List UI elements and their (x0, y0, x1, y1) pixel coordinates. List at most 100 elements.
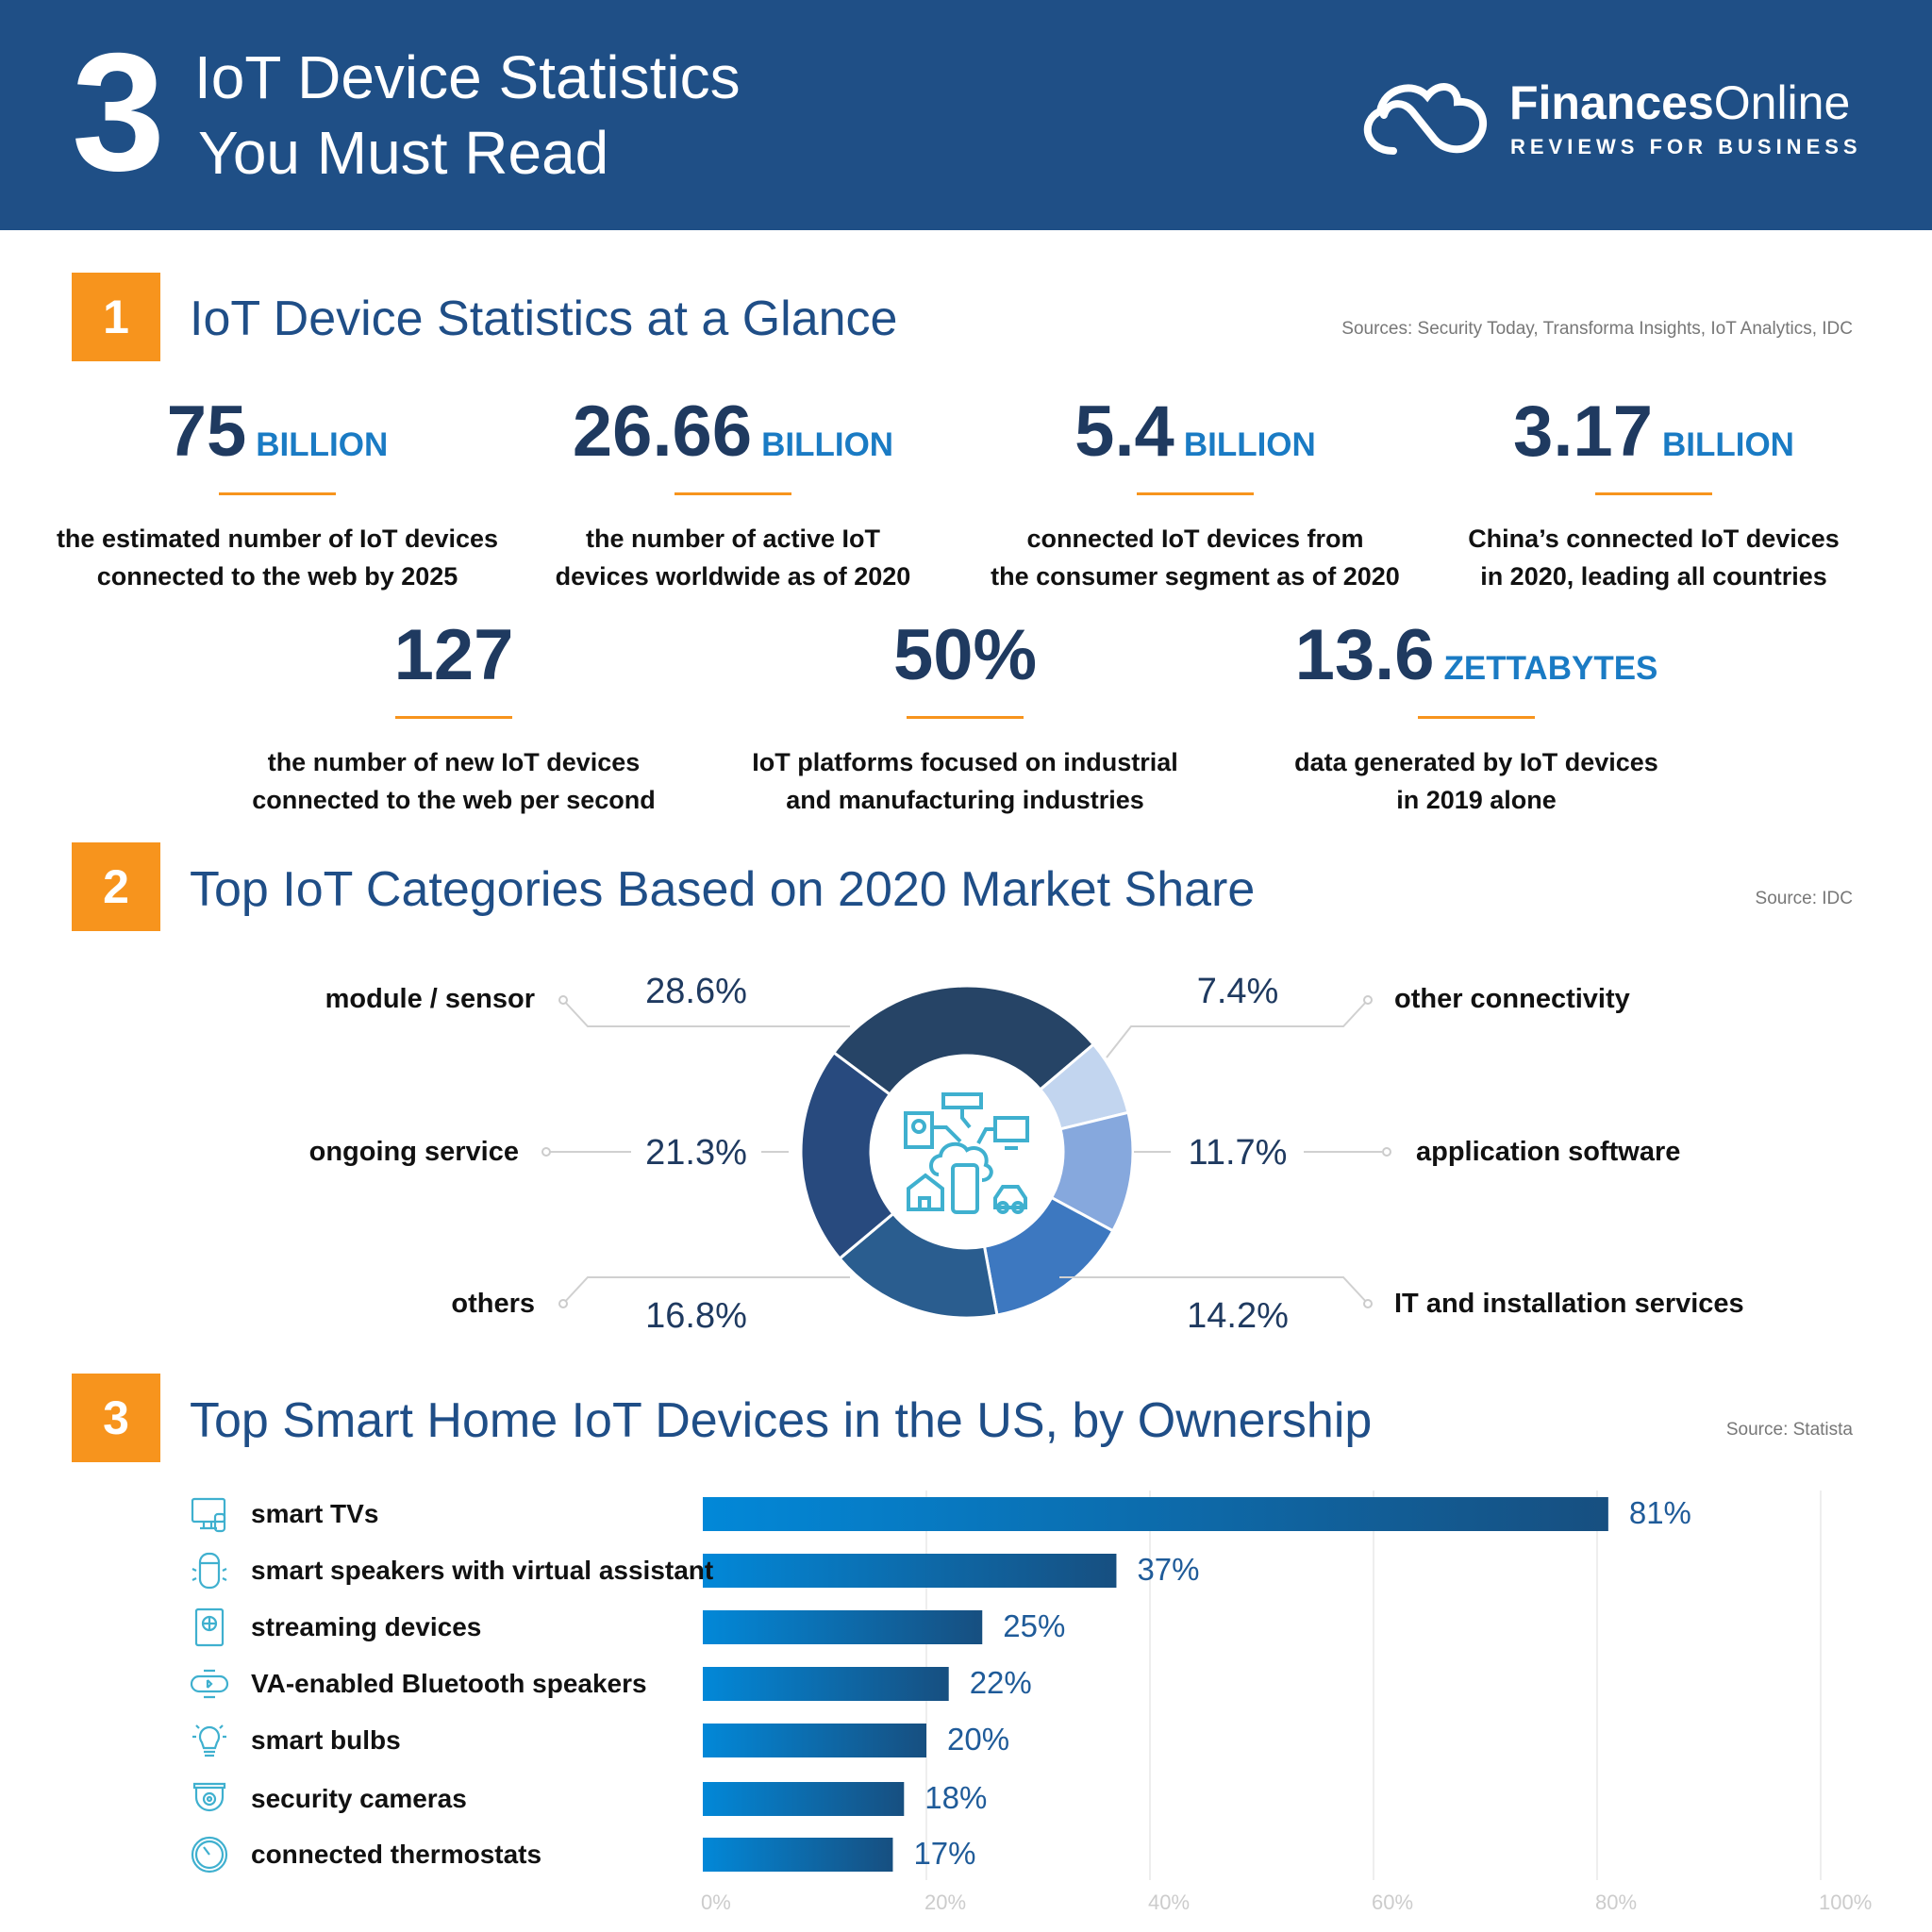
bar (703, 1667, 949, 1701)
stat-item: 13.6 ZETTABYTES data generated by IoT devi… (1231, 620, 1722, 819)
donut-category-label: other connectivity (1394, 984, 1630, 1014)
bar-category-label: smart TVs (251, 1499, 379, 1528)
donut-percent-label: 14.2% (1187, 1296, 1289, 1336)
stat-description: data generated by IoT devices in 2019 alo… (1294, 748, 1658, 814)
bar (703, 1838, 893, 1872)
bar-value-label: 22% (969, 1665, 1032, 1700)
leader-line (562, 1276, 850, 1305)
donut-category-label: application software (1416, 1137, 1681, 1167)
bar-value-label: 20% (947, 1722, 1010, 1757)
section-title: Top IoT Categories Based on 2020 Market … (190, 862, 1256, 917)
bar-value-label: 17% (913, 1836, 976, 1871)
stat-value: 127 (393, 615, 514, 695)
header-banner (0, 0, 1932, 230)
leader-line (1059, 1276, 1369, 1305)
section-source: Source: IDC (1755, 889, 1853, 908)
donut-percent-label: 16.8% (645, 1296, 747, 1336)
donut-slice (831, 984, 1096, 1097)
section-number-badge: 1 (72, 273, 160, 361)
bar (703, 1610, 983, 1644)
leader-dot (1363, 995, 1373, 1005)
bar (703, 1554, 1117, 1588)
bar-category-label: security cameras (251, 1784, 467, 1813)
bar-category-label: connected thermostats (251, 1840, 542, 1869)
iot-network-icon (904, 1092, 1029, 1214)
donut-percent-label: 7.4% (1196, 972, 1279, 1011)
leader-line (562, 999, 850, 1027)
stat-value: 75 BILLION (166, 391, 389, 472)
axis-tick-label: 80% (1595, 1890, 1638, 1914)
leader-dot (1382, 1147, 1391, 1157)
smart-tv-icon (191, 1497, 226, 1533)
stat-description: IoT platforms focused on industrial and m… (752, 748, 1178, 814)
stat-value: 26.66 BILLION (572, 391, 894, 472)
bar-value-label: 18% (924, 1780, 988, 1815)
bar-category-label: VA-enabled Bluetooth speakers (251, 1669, 647, 1698)
leader-dot (541, 1147, 551, 1157)
section-source: Sources: Security Today, Transforma Insi… (1341, 319, 1853, 339)
donut-category-label: module / sensor (325, 984, 535, 1014)
stat-underline (1418, 716, 1535, 719)
stat-value: 50% (892, 615, 1038, 695)
leader-dot (1363, 1299, 1373, 1308)
axis-tick-label: 0% (701, 1890, 731, 1914)
bar-category-label: smart speakers with virtual assistant (251, 1556, 714, 1585)
bar-value-label: 81% (1628, 1495, 1691, 1530)
axis-tick-label: 40% (1148, 1890, 1191, 1914)
bar-value-label: 37% (1137, 1552, 1200, 1587)
stat-item: 75 BILLION the estimated number of IoT dev… (32, 396, 523, 595)
donut-percent-label: 11.7% (1188, 1133, 1288, 1173)
header-number: 3 (72, 18, 165, 206)
leader-dot (558, 995, 568, 1005)
stat-item: 3.17 BILLION China’s connected IoT devices… (1408, 396, 1899, 595)
donut-category-label: IT and installation services (1394, 1289, 1744, 1319)
stat-underline (1137, 492, 1254, 495)
bluetooth-speaker-icon (190, 1669, 229, 1699)
stat-value: 13.6 ZETTABYTES (1294, 615, 1658, 695)
stat-underline (1595, 492, 1712, 495)
donut-percent-label: 21.3% (645, 1133, 747, 1173)
stat-description: the number of new IoT devices connected t… (252, 748, 656, 814)
brand-tagline: REVIEWS FOR BUSINESS (1510, 135, 1862, 158)
donut-category-label: ongoing service (308, 1137, 519, 1167)
stat-description: the number of active IoT devices worldwid… (555, 525, 911, 591)
section-title: Top Smart Home IoT Devices in the US, by… (190, 1393, 1373, 1448)
axis-tick-label: 60% (1372, 1890, 1414, 1914)
bar-category-label: streaming devices (251, 1612, 482, 1641)
bar (703, 1497, 1608, 1531)
stat-item: 26.66 BILLION the number of active IoT devi… (488, 396, 978, 595)
stat-underline (675, 492, 791, 495)
header-title-line1: IoT Device Statistics (194, 43, 741, 111)
donut-category-label: others (451, 1289, 535, 1319)
stat-description: China’s connected IoT devices in 2020, le… (1468, 525, 1840, 591)
bar-value-label: 25% (1003, 1608, 1066, 1643)
stat-underline (907, 716, 1024, 719)
cloud-logo-icon (1363, 83, 1487, 155)
stat-description: connected IoT devices from the consumer s… (991, 525, 1400, 591)
stat-underline (219, 492, 336, 495)
bar (703, 1782, 905, 1816)
stat-value: 3.17 BILLION (1513, 391, 1794, 472)
security-camera-icon (192, 1782, 226, 1812)
stat-underline (395, 716, 512, 719)
section-source: Source: Statista (1725, 1420, 1853, 1440)
stat-item: 5.4 BILLION connected IoT devices from the … (950, 396, 1441, 595)
smart-bulb-icon (192, 1724, 226, 1757)
leader-dot (558, 1299, 568, 1308)
axis-tick-label: 20% (924, 1890, 967, 1914)
brand-logo-text: FinancesOnline (1509, 76, 1851, 129)
section-number-badge: 3 (72, 1374, 160, 1462)
stat-item: 127 the number of new IoT devices connecte… (208, 620, 699, 819)
donut-percent-label: 28.6% (645, 972, 747, 1011)
axis-tick-label: 100% (1819, 1890, 1873, 1914)
stat-description: the estimated number of IoT devices conne… (56, 525, 499, 591)
bar (703, 1724, 926, 1757)
bar-category-label: smart bulbs (251, 1725, 401, 1755)
donut-slice (799, 1050, 895, 1261)
header-title-line2: You Must Read (198, 119, 609, 187)
section-number-badge: 2 (72, 842, 160, 931)
leader-line (1106, 999, 1369, 1058)
streaming-device-icon (194, 1607, 225, 1647)
